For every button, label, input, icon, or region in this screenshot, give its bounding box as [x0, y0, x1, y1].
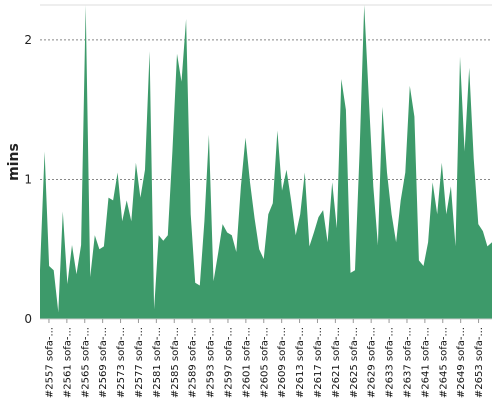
x-tick-label: #2569 sofa-...	[98, 327, 109, 398]
x-tick-label: #2573 sofa-...	[116, 327, 127, 398]
x-tick-label: #2645 sofa-...	[438, 327, 449, 398]
x-tick-label: #2585 sofa-...	[170, 327, 181, 398]
series-area	[40, 5, 492, 320]
x-tick-label: #2617 sofa-...	[313, 327, 324, 398]
area-series-path	[40, 5, 492, 319]
gridlines	[40, 39, 492, 180]
x-tick-label: #2633 sofa-...	[385, 327, 396, 398]
x-axis-ticks: #2557 sofa-... #2561 sofa-... #2565 sofa-.…	[45, 319, 485, 398]
x-tick-label: #2613 sofa-...	[295, 327, 306, 398]
y-tick-label: 1	[24, 172, 32, 186]
x-tick-label: #2593 sofa-...	[206, 327, 217, 398]
y-tick-label: 0	[24, 312, 32, 326]
x-tick-label: #2589 sofa-...	[188, 327, 199, 398]
x-tick-label: #2641 sofa-...	[420, 327, 431, 398]
x-tick-label: #2581 sofa-...	[152, 327, 163, 398]
x-tick-label: #2561 sofa-...	[62, 327, 73, 398]
x-tick-label: #2625 sofa-...	[349, 327, 360, 398]
x-tick-label: #2621 sofa-...	[331, 327, 342, 398]
y-axis-ticks: 0 1 2	[24, 33, 32, 326]
x-tick-label: #2649 sofa-...	[456, 327, 467, 398]
x-tick-label: #2609 sofa-...	[277, 327, 288, 398]
x-tick-label: #2597 sofa-...	[224, 327, 235, 398]
x-tick-label: #2637 sofa-...	[403, 327, 414, 398]
x-tick-label: #2565 sofa-...	[80, 327, 91, 398]
x-tick-label: #2577 sofa-...	[134, 327, 145, 398]
x-tick-label: #2629 sofa-...	[367, 327, 378, 398]
y-tick-label: 2	[24, 33, 32, 47]
x-tick-label: #2605 sofa-...	[259, 327, 270, 398]
y-axis-label: mins	[6, 143, 22, 181]
x-tick-label: #2557 sofa-...	[45, 327, 56, 398]
x-tick-label: #2601 sofa-...	[241, 327, 252, 398]
x-tick-label: #2653 sofa-...	[474, 327, 485, 398]
